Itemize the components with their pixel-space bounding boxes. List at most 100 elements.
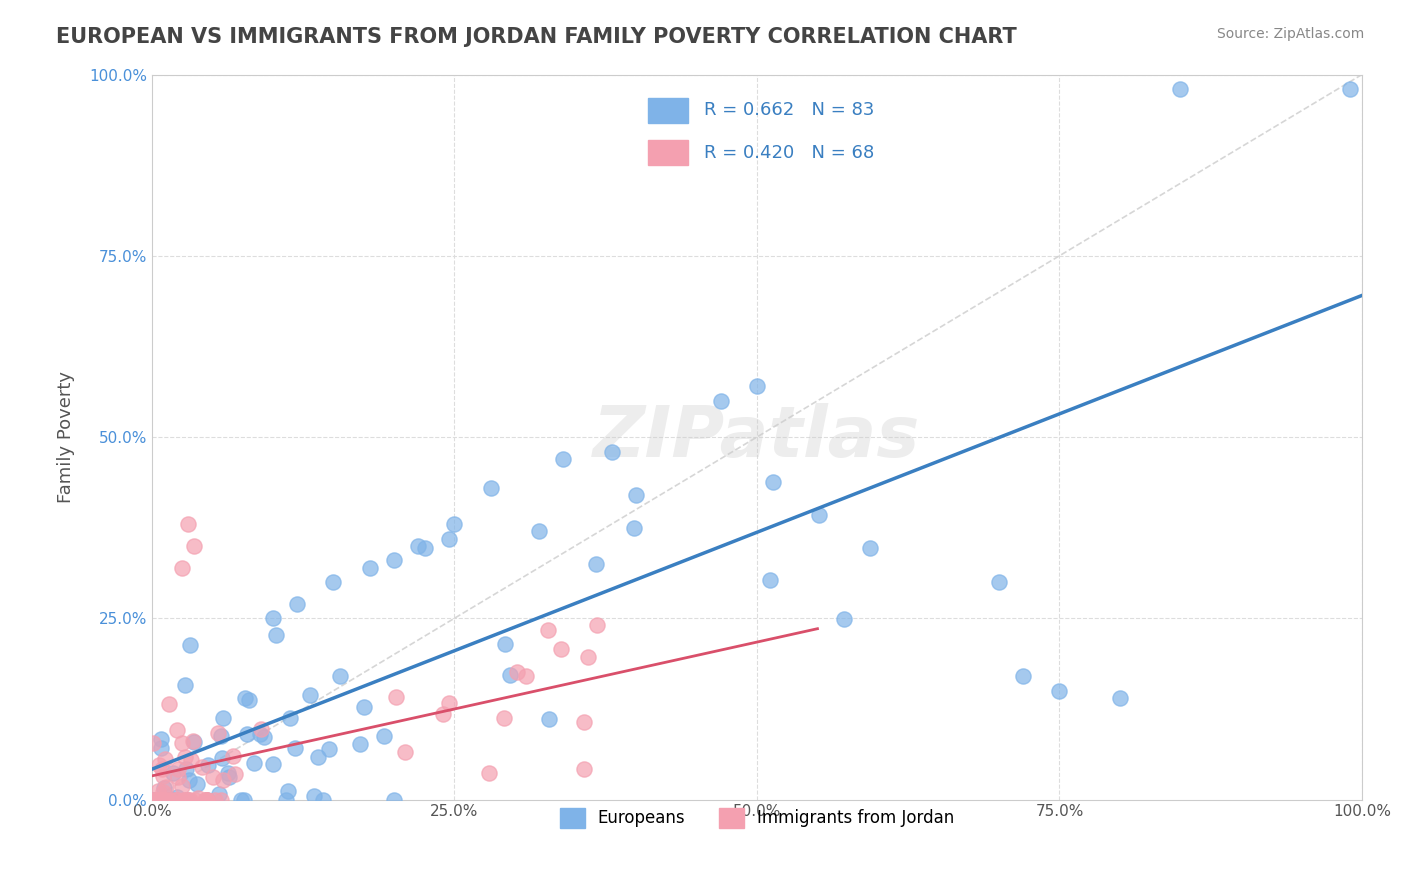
Point bbox=[499, 668, 522, 682]
Point bbox=[207, 726, 229, 740]
Text: EUROPEAN VS IMMIGRANTS FROM JORDAN FAMILY POVERTY CORRELATION CHART: EUROPEAN VS IMMIGRANTS FROM JORDAN FAMIL… bbox=[56, 27, 1017, 46]
Point bbox=[197, 757, 219, 772]
Point bbox=[166, 723, 188, 738]
Point bbox=[249, 726, 271, 740]
Point bbox=[174, 678, 197, 692]
Point bbox=[284, 740, 307, 755]
Point bbox=[194, 792, 217, 806]
Point bbox=[146, 792, 169, 806]
Y-axis label: Family Poverty: Family Poverty bbox=[58, 371, 75, 503]
Bar bbox=[648, 97, 688, 123]
Point bbox=[209, 729, 232, 743]
Point bbox=[170, 736, 193, 750]
Point bbox=[236, 727, 259, 741]
Point bbox=[494, 636, 516, 650]
Point bbox=[155, 780, 177, 794]
Point bbox=[195, 792, 218, 806]
Point bbox=[478, 765, 501, 780]
Point bbox=[156, 792, 179, 806]
Point bbox=[479, 481, 502, 495]
Point bbox=[165, 792, 187, 806]
Point bbox=[157, 697, 180, 711]
Point bbox=[145, 792, 167, 806]
Point bbox=[218, 771, 240, 785]
Point bbox=[285, 597, 308, 611]
Point bbox=[624, 488, 647, 502]
Text: R = 0.420   N = 68: R = 0.420 N = 68 bbox=[703, 144, 873, 161]
Point bbox=[197, 792, 219, 806]
Point bbox=[179, 638, 201, 652]
Point bbox=[166, 792, 188, 806]
Point bbox=[149, 731, 172, 746]
Point bbox=[142, 735, 165, 749]
Point bbox=[181, 734, 204, 748]
Point bbox=[204, 792, 226, 806]
Point bbox=[150, 740, 173, 755]
Point bbox=[194, 792, 217, 806]
Point bbox=[148, 783, 170, 797]
Point bbox=[238, 693, 260, 707]
Point bbox=[224, 766, 246, 780]
Point bbox=[537, 623, 560, 637]
Point bbox=[174, 750, 197, 764]
Point bbox=[553, 451, 575, 466]
Point bbox=[173, 792, 195, 806]
Point bbox=[202, 770, 225, 784]
Point bbox=[183, 792, 205, 806]
Point bbox=[1109, 691, 1132, 706]
Point bbox=[312, 792, 335, 806]
Point bbox=[148, 758, 170, 772]
Point bbox=[322, 574, 344, 589]
Point bbox=[152, 785, 174, 799]
Point bbox=[373, 729, 395, 743]
Point bbox=[162, 792, 184, 806]
Bar bbox=[648, 140, 688, 165]
Point bbox=[152, 769, 174, 783]
Point bbox=[318, 742, 340, 756]
Point bbox=[157, 792, 180, 806]
Point bbox=[329, 668, 352, 682]
Point bbox=[152, 792, 174, 806]
Point bbox=[443, 516, 465, 531]
Point bbox=[832, 612, 855, 626]
Point bbox=[432, 706, 454, 721]
Point bbox=[152, 792, 174, 806]
Point bbox=[195, 792, 218, 806]
Point bbox=[167, 762, 190, 776]
Point bbox=[172, 560, 194, 574]
Point bbox=[170, 779, 193, 793]
Point bbox=[232, 792, 254, 806]
Point bbox=[177, 792, 200, 806]
Point bbox=[988, 574, 1011, 589]
Point bbox=[572, 762, 595, 776]
Point bbox=[394, 745, 416, 759]
Point bbox=[152, 792, 174, 806]
Point bbox=[253, 730, 276, 744]
Point bbox=[439, 696, 461, 710]
Point bbox=[349, 737, 371, 751]
Point bbox=[710, 393, 733, 408]
Point bbox=[576, 650, 599, 665]
Point bbox=[159, 792, 181, 806]
Point bbox=[1170, 82, 1192, 96]
Point bbox=[302, 789, 325, 803]
Point bbox=[179, 772, 201, 787]
Point bbox=[167, 770, 190, 784]
Point bbox=[177, 516, 200, 531]
Point bbox=[141, 792, 163, 806]
Point bbox=[1012, 669, 1035, 683]
Point bbox=[572, 714, 595, 729]
Point bbox=[745, 379, 768, 393]
Point bbox=[506, 665, 529, 679]
Point bbox=[277, 784, 299, 798]
Point bbox=[174, 762, 197, 776]
Point bbox=[249, 722, 271, 736]
Point bbox=[211, 750, 233, 764]
Text: R = 0.662   N = 83: R = 0.662 N = 83 bbox=[703, 102, 875, 120]
Point bbox=[163, 792, 186, 806]
Point bbox=[758, 573, 780, 587]
Point bbox=[382, 553, 405, 567]
Point bbox=[211, 773, 233, 788]
Point bbox=[1049, 683, 1071, 698]
Point bbox=[229, 792, 252, 806]
